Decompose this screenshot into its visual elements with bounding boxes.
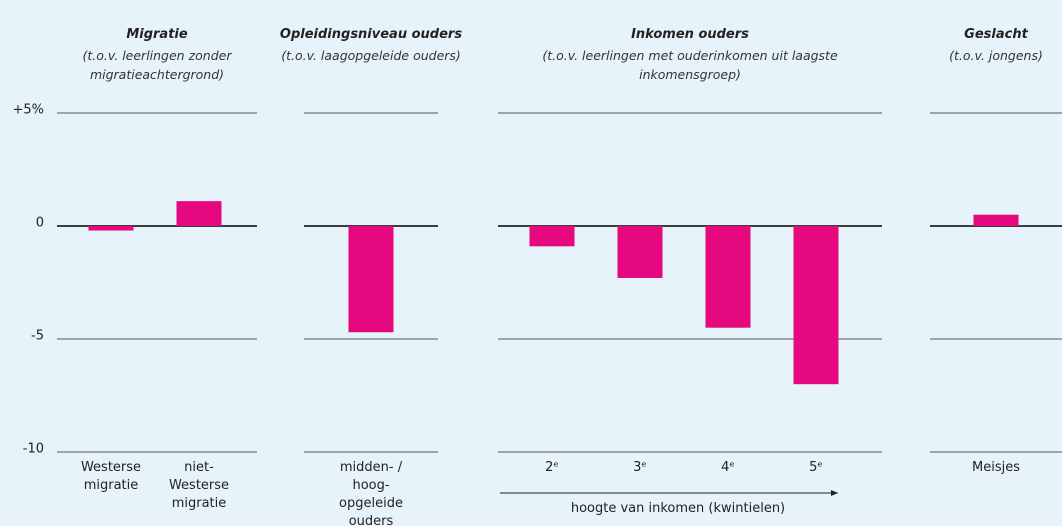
panel-title: Migratie bbox=[126, 27, 188, 42]
x-tick-label: midden- / hoog-opgeleide ouders bbox=[339, 460, 403, 526]
y-tick-label: -5 bbox=[31, 329, 44, 344]
panel-title: Opleidingsniveau ouders bbox=[279, 27, 463, 42]
y-tick-label: 0 bbox=[36, 216, 44, 231]
bar bbox=[617, 226, 663, 278]
bar bbox=[793, 226, 839, 385]
bar bbox=[529, 226, 575, 247]
bar bbox=[973, 214, 1019, 226]
x-tick-label: niet-Westerse migratie bbox=[168, 460, 230, 511]
x-tick-label: 2ᵉ bbox=[545, 460, 559, 475]
x-tick-label: Meisjes bbox=[972, 460, 1020, 475]
x-tick-label: Westerse migratie bbox=[80, 460, 142, 493]
panel-subtitle: (t.o.v. jongens) bbox=[949, 48, 1043, 63]
bar bbox=[176, 201, 222, 226]
bar bbox=[348, 226, 394, 333]
panel-title: Geslacht bbox=[964, 27, 1028, 42]
y-tick-label: +5% bbox=[12, 103, 44, 118]
x-tick-label: 5ᵉ bbox=[809, 460, 823, 475]
x-tick-label: 3ᵉ bbox=[633, 460, 647, 475]
panel-subtitle: (t.o.v. leerlingen met ouderinkomen uit … bbox=[542, 48, 838, 82]
bar bbox=[88, 226, 134, 231]
y-tick-label: -10 bbox=[23, 442, 44, 457]
panel-title: Inkomen ouders bbox=[631, 27, 749, 42]
x-tick-label: 4ᵉ bbox=[721, 460, 735, 475]
bar bbox=[705, 226, 751, 328]
panel-subtitle: (t.o.v. leerlingen zonder migratieachter… bbox=[82, 48, 232, 82]
x-axis-label: hoogte van inkomen (kwintielen) bbox=[570, 501, 786, 516]
panel-subtitle: (t.o.v. laagopgeleide ouders) bbox=[281, 48, 461, 63]
